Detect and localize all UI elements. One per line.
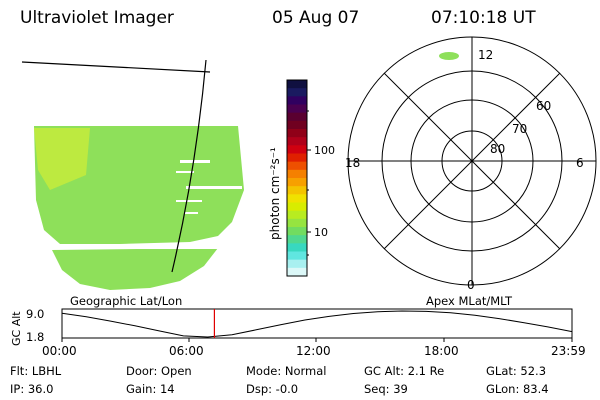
colorbar-segment bbox=[287, 96, 307, 106]
info-dsp: Dsp: -0.0 bbox=[246, 382, 299, 396]
colorbar-segment bbox=[287, 169, 307, 179]
colorbar-segment bbox=[287, 178, 307, 187]
geographic-label: Geographic Lat/Lon bbox=[70, 294, 183, 308]
colorbar-segment bbox=[287, 210, 307, 220]
apex-label: Apex MLat/MLT bbox=[426, 294, 513, 308]
timeline-y-axis-label: GC Alt bbox=[10, 311, 23, 346]
colorbar-segment bbox=[287, 80, 307, 89]
polar-grid bbox=[347, 36, 597, 286]
polar-aurora-patch bbox=[439, 52, 459, 60]
orbit-altitude-curve bbox=[61, 310, 573, 338]
x-tick-2359: 23:59 bbox=[551, 344, 586, 358]
colorbar-segment bbox=[287, 120, 307, 130]
colorbar-segment bbox=[287, 88, 307, 97]
x-tick-1200: 12:00 bbox=[296, 344, 331, 358]
polar-lat-70: 70 bbox=[512, 122, 527, 136]
time-label: 07:10:18 UT bbox=[431, 8, 536, 28]
colorbar-segment bbox=[287, 267, 307, 277]
polar-label-12: 12 bbox=[478, 48, 493, 62]
colorbar-segment bbox=[287, 145, 307, 155]
info-door: Door: Open bbox=[126, 364, 192, 378]
colorbar-segment bbox=[287, 259, 307, 269]
map-data-stripes bbox=[176, 160, 242, 214]
colorbar-unit-label: photon cm⁻²s⁻¹ bbox=[268, 147, 282, 240]
app-title: Ultraviolet Imager bbox=[20, 8, 174, 28]
colorbar-tick-100: 100 bbox=[314, 144, 335, 157]
info-mode: Mode: Normal bbox=[246, 364, 327, 378]
colorbar-segment bbox=[287, 153, 307, 163]
colorbar-tick-10: 10 bbox=[314, 226, 328, 239]
date-label: 05 Aug 07 bbox=[272, 8, 360, 28]
polar-label-6: 6 bbox=[576, 156, 584, 170]
colorbar-segment bbox=[287, 186, 307, 195]
colorbar-frame bbox=[286, 79, 308, 277]
info-gain: Gain: 14 bbox=[126, 382, 175, 396]
uv-image-map bbox=[21, 59, 244, 290]
polar-lat-80: 80 bbox=[490, 142, 505, 156]
polar-label-18: 18 bbox=[345, 156, 360, 170]
info-glat: GLat: 52.3 bbox=[486, 364, 547, 378]
colorbar-segment bbox=[287, 243, 307, 253]
colorbar-ticks bbox=[307, 110, 311, 256]
polar-label-0: 0 bbox=[467, 278, 475, 292]
polar-lat-60: 60 bbox=[536, 99, 551, 113]
info-filter: Flt: LBHL bbox=[10, 364, 62, 378]
x-tick-1800: 18:00 bbox=[424, 344, 459, 358]
colorbar-segment bbox=[287, 104, 307, 114]
colorbar-segment bbox=[287, 161, 307, 171]
map-bright-patch bbox=[34, 128, 90, 190]
y-tick-9: 9.0 bbox=[26, 307, 45, 321]
info-gc-alt: GC Alt: 2.1 Re bbox=[364, 364, 445, 378]
colorbar-segment bbox=[287, 194, 307, 204]
map-lower-region bbox=[52, 248, 218, 290]
info-ip: IP: 36.0 bbox=[10, 382, 54, 396]
info-glon: GLon: 83.4 bbox=[486, 382, 549, 396]
colorbar-segment bbox=[287, 137, 307, 146]
map-latitude-line bbox=[21, 61, 211, 73]
colorbar-segment bbox=[287, 235, 307, 244]
colorbar-segment bbox=[287, 202, 307, 212]
colorbar-segment bbox=[287, 112, 307, 122]
timeline-x-ticks bbox=[61, 338, 573, 342]
map-meridian-line bbox=[171, 59, 207, 273]
intensity-colorbar bbox=[286, 79, 308, 277]
x-tick-0000: 00:00 bbox=[42, 344, 77, 358]
colorbar-segment bbox=[287, 251, 307, 261]
colorbar-segment bbox=[287, 129, 307, 138]
info-seq: Seq: 39 bbox=[364, 382, 408, 396]
colorbar-segment bbox=[287, 218, 307, 228]
x-tick-0600: 06:00 bbox=[169, 344, 204, 358]
map-gap-stripe bbox=[26, 244, 226, 249]
y-tick-1-8: 1.8 bbox=[26, 330, 45, 344]
colorbar-segment bbox=[287, 227, 307, 236]
timeline-frame bbox=[61, 308, 573, 339]
